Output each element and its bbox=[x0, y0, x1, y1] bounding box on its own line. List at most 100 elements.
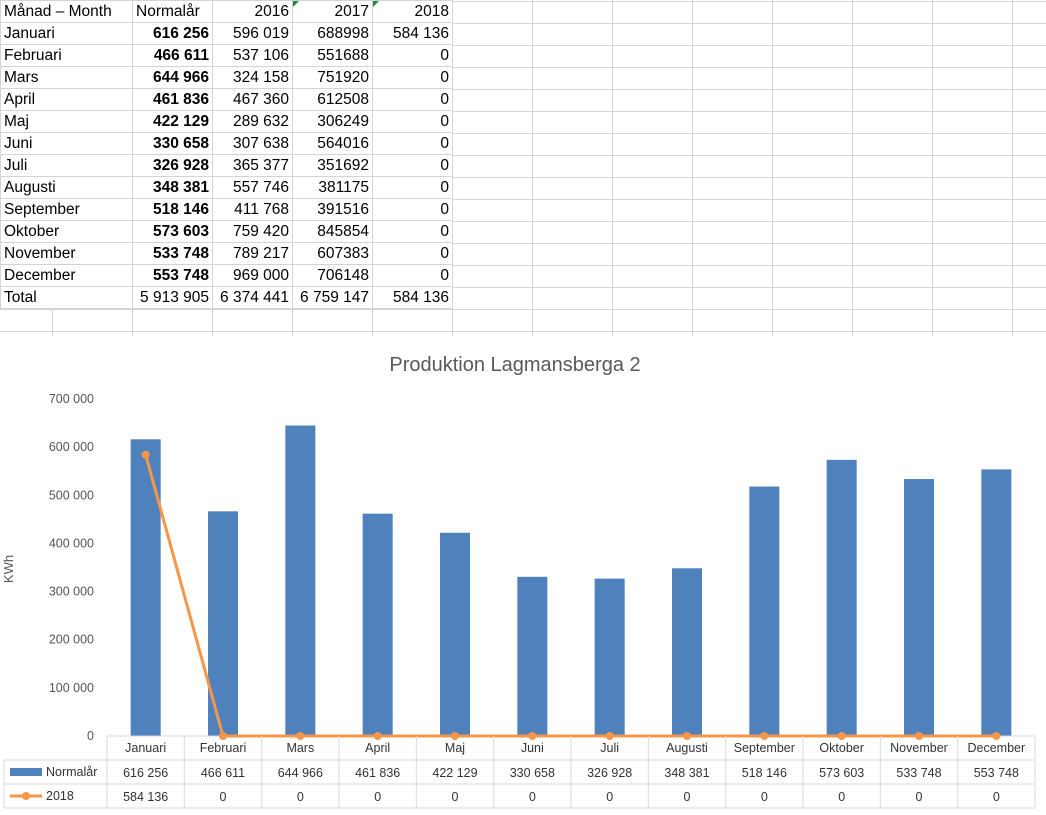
cell-y2017[interactable]: 688998 bbox=[292, 22, 373, 45]
y-tick-label: 200 000 bbox=[49, 633, 94, 647]
cell-normal[interactable]: 616 256 bbox=[132, 22, 213, 45]
total-cell-y2016[interactable]: 6 374 441 bbox=[212, 286, 293, 309]
point-2018-juli[interactable] bbox=[605, 732, 614, 740]
cell-month[interactable]: Juni bbox=[0, 132, 133, 155]
point-2018-februari[interactable] bbox=[219, 732, 227, 740]
point-2018-september[interactable] bbox=[760, 732, 769, 740]
header-cell-y2018[interactable]: 2018 bbox=[372, 0, 453, 23]
cell-y2016[interactable]: 596 019 bbox=[212, 22, 293, 45]
cell-y2016[interactable]: 324 158 bbox=[212, 66, 293, 89]
data-label-normalar: 518 146 bbox=[742, 766, 787, 780]
cell-normal[interactable]: 330 658 bbox=[132, 132, 213, 155]
point-2018-mars[interactable] bbox=[296, 732, 305, 740]
bar-mars[interactable] bbox=[285, 425, 316, 736]
cell-y2018[interactable]: 0 bbox=[372, 198, 453, 221]
x-tick-label: April bbox=[365, 741, 390, 755]
cell-y2018[interactable]: 0 bbox=[372, 132, 453, 155]
total-cell-normal[interactable]: 5 913 905 bbox=[132, 286, 213, 309]
point-2018-november[interactable] bbox=[915, 732, 923, 740]
cell-y2017[interactable]: 706148 bbox=[292, 264, 373, 287]
cell-y2016[interactable]: 365 377 bbox=[212, 154, 293, 177]
bar-april[interactable] bbox=[362, 513, 393, 736]
cell-y2016[interactable]: 411 768 bbox=[212, 198, 293, 221]
cell-y2016[interactable]: 289 632 bbox=[212, 110, 293, 133]
header-cell-month[interactable]: Månad – Month bbox=[0, 0, 133, 23]
cell-normal[interactable]: 422 129 bbox=[132, 110, 213, 133]
cell-normal[interactable]: 326 928 bbox=[132, 154, 213, 177]
cell-normal[interactable]: 466 611 bbox=[132, 44, 213, 67]
cell-month[interactable]: Juli bbox=[0, 154, 133, 177]
total-cell-y2017[interactable]: 6 759 147 bbox=[292, 286, 373, 309]
cell-y2018[interactable]: 0 bbox=[372, 264, 453, 287]
cell-month[interactable]: September bbox=[0, 198, 133, 221]
cell-y2016[interactable]: 759 420 bbox=[212, 220, 293, 243]
cell-y2017[interactable]: 551688 bbox=[292, 44, 373, 67]
cell-y2017[interactable]: 607383 bbox=[292, 242, 373, 265]
data-table: Månad – Month Normalår 2016 2017 2018 Januari… bbox=[0, 0, 453, 309]
point-2018-december[interactable] bbox=[992, 732, 1001, 740]
cell-month[interactable]: Februari bbox=[0, 44, 133, 67]
bar-maj[interactable] bbox=[440, 532, 470, 736]
cell-y2017[interactable]: 381175 bbox=[292, 176, 373, 199]
bar-januari[interactable] bbox=[130, 439, 161, 736]
spreadsheet-grid[interactable]: Månad – Month Normalår 2016 2017 2018 Januari… bbox=[0, 0, 1046, 336]
cell-y2018[interactable]: 0 bbox=[372, 44, 453, 67]
cell-y2018[interactable]: 0 bbox=[372, 154, 453, 177]
point-2018-april[interactable] bbox=[373, 732, 382, 740]
cell-normal[interactable]: 348 381 bbox=[132, 176, 213, 199]
line-2018[interactable] bbox=[144, 454, 997, 738]
total-cell-y2018[interactable]: 584 136 bbox=[372, 286, 453, 309]
point-2018-januari[interactable] bbox=[141, 450, 150, 459]
cell-month[interactable]: December bbox=[0, 264, 133, 287]
cell-y2016[interactable]: 537 106 bbox=[212, 44, 293, 67]
cell-month[interactable]: Augusti bbox=[0, 176, 133, 199]
cell-month[interactable]: Mars bbox=[0, 66, 133, 89]
cell-y2018[interactable]: 0 bbox=[372, 242, 453, 265]
cell-normal[interactable]: 518 146 bbox=[132, 198, 213, 221]
cell-y2016[interactable]: 557 746 bbox=[212, 176, 293, 199]
cell-y2016[interactable]: 467 360 bbox=[212, 88, 293, 111]
cell-y2017[interactable]: 564016 bbox=[292, 132, 373, 155]
cell-y2018[interactable]: 0 bbox=[372, 176, 453, 199]
cell-y2018[interactable]: 0 bbox=[372, 88, 453, 111]
cell-normal[interactable]: 533 748 bbox=[132, 242, 213, 265]
cell-y2018[interactable]: 0 bbox=[372, 220, 453, 243]
cell-y2017[interactable]: 751920 bbox=[292, 66, 373, 89]
header-cell-normal[interactable]: Normalår bbox=[132, 0, 213, 23]
cell-y2018[interactable]: 0 bbox=[372, 66, 453, 89]
cell-normal[interactable]: 553 748 bbox=[132, 264, 213, 287]
cell-y2016[interactable]: 969 000 bbox=[212, 264, 293, 287]
cell-y2016[interactable]: 307 638 bbox=[212, 132, 293, 155]
cell-normal[interactable]: 461 836 bbox=[132, 88, 213, 111]
cell-normal[interactable]: 573 603 bbox=[132, 220, 213, 243]
bar-september[interactable] bbox=[749, 486, 780, 736]
cell-month[interactable]: Januari bbox=[0, 22, 133, 45]
cell-y2017[interactable]: 612508 bbox=[292, 88, 373, 111]
cell-y2018[interactable]: 584 136 bbox=[372, 22, 453, 45]
total-cell-month[interactable]: Total bbox=[0, 286, 133, 309]
cell-y2016[interactable]: 789 217 bbox=[212, 242, 293, 265]
cell-y2017[interactable]: 845854 bbox=[292, 220, 373, 243]
bar-juni[interactable] bbox=[517, 576, 548, 736]
point-2018-oktober[interactable] bbox=[837, 732, 846, 740]
bar-november[interactable] bbox=[904, 479, 934, 736]
bar-oktober[interactable] bbox=[826, 459, 857, 736]
header-cell-y2016[interactable]: 2016 bbox=[212, 0, 293, 23]
cell-y2017[interactable]: 351692 bbox=[292, 154, 373, 177]
data-label-2018: 0 bbox=[606, 790, 613, 804]
cell-y2017[interactable]: 391516 bbox=[292, 198, 373, 221]
bar-juli[interactable] bbox=[594, 578, 625, 736]
cell-month[interactable]: April bbox=[0, 88, 133, 111]
bar-augusti[interactable] bbox=[672, 568, 702, 736]
cell-month[interactable]: Oktober bbox=[0, 220, 133, 243]
cell-y2017[interactable]: 306249 bbox=[292, 110, 373, 133]
point-2018-maj[interactable] bbox=[451, 732, 459, 740]
cell-month[interactable]: November bbox=[0, 242, 133, 265]
cell-y2018[interactable]: 0 bbox=[372, 110, 453, 133]
point-2018-juni[interactable] bbox=[528, 732, 537, 740]
cell-normal[interactable]: 644 966 bbox=[132, 66, 213, 89]
bar-december[interactable] bbox=[981, 469, 1012, 736]
point-2018-augusti[interactable] bbox=[683, 732, 691, 740]
header-cell-y2017[interactable]: 2017 bbox=[292, 0, 373, 23]
cell-month[interactable]: Maj bbox=[0, 110, 133, 133]
